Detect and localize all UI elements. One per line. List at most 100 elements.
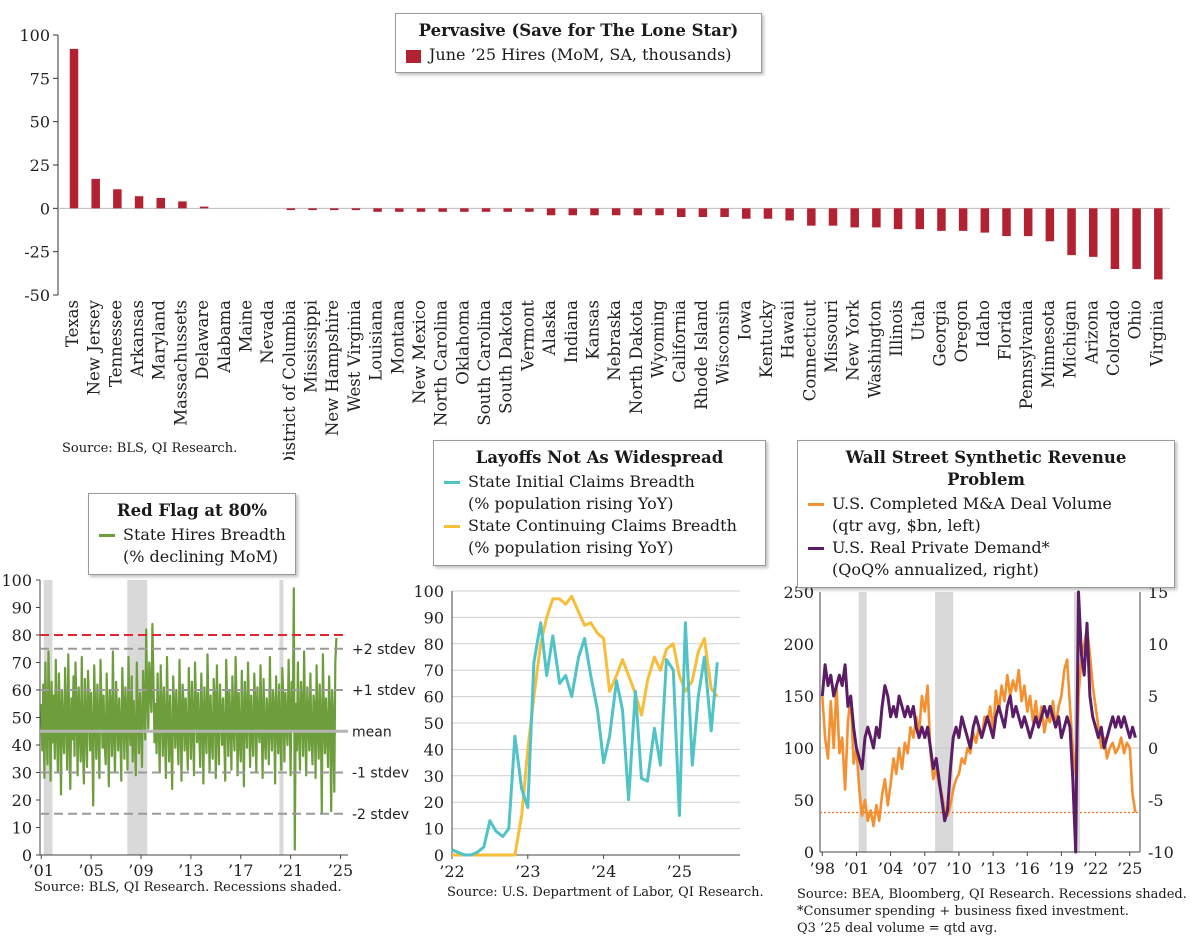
- x-tick-label: ’13: [980, 859, 1005, 878]
- bar-california: [676, 208, 686, 217]
- chart2-legend-item: State Hires Breadth (% declining MoM): [99, 524, 286, 568]
- legend-label-sub: (qtr avg, $bn, left): [832, 516, 981, 535]
- recession-shade: [858, 592, 867, 852]
- y-tick-label: 50: [12, 709, 32, 728]
- x-tick-label: Illinois: [887, 300, 906, 357]
- initial-claims-line: [451, 621, 719, 857]
- bar-louisiana: [373, 208, 382, 212]
- x-tick-label: New Hampshire: [323, 300, 342, 436]
- legend-swatch: [808, 547, 824, 550]
- x-tick-label: ’01: [844, 859, 869, 878]
- continuing-claims-line: [452, 594, 719, 857]
- legend-label: June ’25 Hires (MoM, SA, thousands): [429, 45, 732, 64]
- y-tick-label: 0: [434, 846, 444, 865]
- chart4-source-1: Source: BEA, Bloomberg, QI Research. Rec…: [797, 887, 1187, 902]
- chart4-source-3: Q3 ’25 deal volume = qtd avg.: [797, 921, 998, 936]
- x-tick-label: ’25: [328, 861, 353, 880]
- bar-iowa: [742, 208, 751, 219]
- bar-colorado: [1110, 208, 1120, 269]
- bar-maryland: [156, 197, 165, 209]
- x-tick-label: North Dakota: [627, 300, 646, 414]
- bar-michigan: [1067, 208, 1076, 256]
- x-tick-label: ’23: [515, 862, 540, 881]
- bar-texas: [69, 48, 79, 209]
- reference-label: +1 stdev: [352, 683, 416, 699]
- y-right-tick-label: 10: [1148, 635, 1168, 654]
- chart2-source: Source: BLS, QI Research. Recessions sha…: [34, 880, 342, 895]
- y-tick-label: 80: [424, 635, 444, 654]
- chart1-title: Pervasive (Save for The Lone Star): [418, 21, 739, 40]
- legend-label-sub: (% declining MoM): [123, 547, 279, 566]
- bar-nebraska: [611, 208, 621, 216]
- legend-label-sub: (QoQ% annualized, right): [832, 560, 1039, 579]
- y-tick-label: 60: [12, 681, 32, 700]
- y-tick-label: 100: [19, 26, 50, 45]
- y-left-tick-label: 150: [783, 687, 814, 706]
- legend-swatch: [406, 50, 421, 63]
- bar-south-carolina: [481, 208, 491, 212]
- y-left-tick-label: 50: [794, 791, 814, 810]
- x-tick-label: Minnesota: [1039, 300, 1058, 388]
- x-tick-label: Kansas: [583, 300, 602, 360]
- x-tick-label: ’07: [912, 859, 937, 878]
- x-tick-label: New York: [844, 299, 863, 381]
- x-tick-label: ’13: [178, 861, 203, 880]
- x-tick-label: Arkansas: [128, 300, 147, 378]
- bar-new-mexico: [416, 208, 426, 212]
- y-tick-label: 70: [424, 661, 444, 680]
- bar-kansas: [590, 208, 599, 216]
- hires-bar-chart: 100 75 50 25 0 -25 -50 Texas New Jersey Tennessee…: [19, 26, 1170, 460]
- x-tick-label: ’25: [1117, 859, 1142, 878]
- y-tick-label: 90: [424, 608, 444, 627]
- y-tick-label: 40: [424, 740, 444, 759]
- legend-swatch: [99, 534, 115, 537]
- bar-ohio: [1132, 208, 1141, 269]
- x-tick-label: Nevada: [258, 300, 277, 364]
- x-tick-label: West Virginia: [345, 300, 364, 412]
- x-tick-label: South Carolina: [475, 300, 494, 426]
- bar-west-virginia: [351, 208, 361, 211]
- x-tick-label: ’05: [78, 861, 103, 880]
- x-tick-label: Indiana: [562, 300, 581, 363]
- y-tick-label: -50: [24, 286, 50, 305]
- bar-mississippi: [308, 208, 317, 211]
- y-tick-label: 30: [424, 767, 444, 786]
- reference-label: mean: [352, 724, 392, 740]
- x-tick-label: Connecticut: [800, 300, 819, 402]
- chart2-title: Red Flag at 80%: [116, 501, 268, 520]
- bar-washington: [872, 208, 881, 228]
- bar-indiana: [568, 208, 578, 216]
- y-tick-label: 100: [1, 571, 32, 590]
- legend-label-sub: (% population rising YoY): [468, 494, 674, 513]
- y-right-tick-label: 0: [1148, 739, 1158, 758]
- x-tick-label: Massachussets: [171, 300, 190, 426]
- bar-massachussets: [178, 201, 187, 209]
- x-tick-label: ’17: [228, 861, 253, 880]
- x-tick-label: ’22: [439, 862, 464, 881]
- bar-georgia: [937, 208, 946, 231]
- y-tick-label: 0: [22, 846, 32, 865]
- chart3-title: Layoffs Not As Widespread: [475, 448, 724, 467]
- x-tick-label: Mississippi: [302, 300, 321, 393]
- bar-connecticut: [807, 208, 816, 226]
- x-tick-label: Nebraska: [605, 300, 624, 381]
- x-tick-label: ’16: [1015, 859, 1040, 878]
- chart4-legend: Wall Street Synthetic Revenue Problem U.…: [797, 440, 1175, 588]
- reference-label: +2 stdev: [352, 642, 416, 658]
- y-tick-label: 90: [12, 599, 32, 618]
- x-tick-label: Texas: [63, 300, 82, 347]
- y-tick-label: 75: [30, 69, 50, 88]
- x-tick-label: Florida: [996, 300, 1015, 360]
- y-left-tick-label: 0: [804, 843, 814, 862]
- real-private-demand-line: [820, 590, 1137, 854]
- bar-minnesota: [1045, 208, 1055, 242]
- x-tick-label: Missouri: [822, 300, 841, 373]
- legend-label: State Continuing Claims Breadth: [468, 516, 737, 535]
- chart1-source: Source: BLS, QI Research.: [62, 441, 238, 456]
- bar-montana: [395, 208, 404, 212]
- bar-rhode-island: [698, 208, 708, 217]
- bar-vermont: [525, 208, 534, 212]
- bar-idaho: [980, 208, 990, 233]
